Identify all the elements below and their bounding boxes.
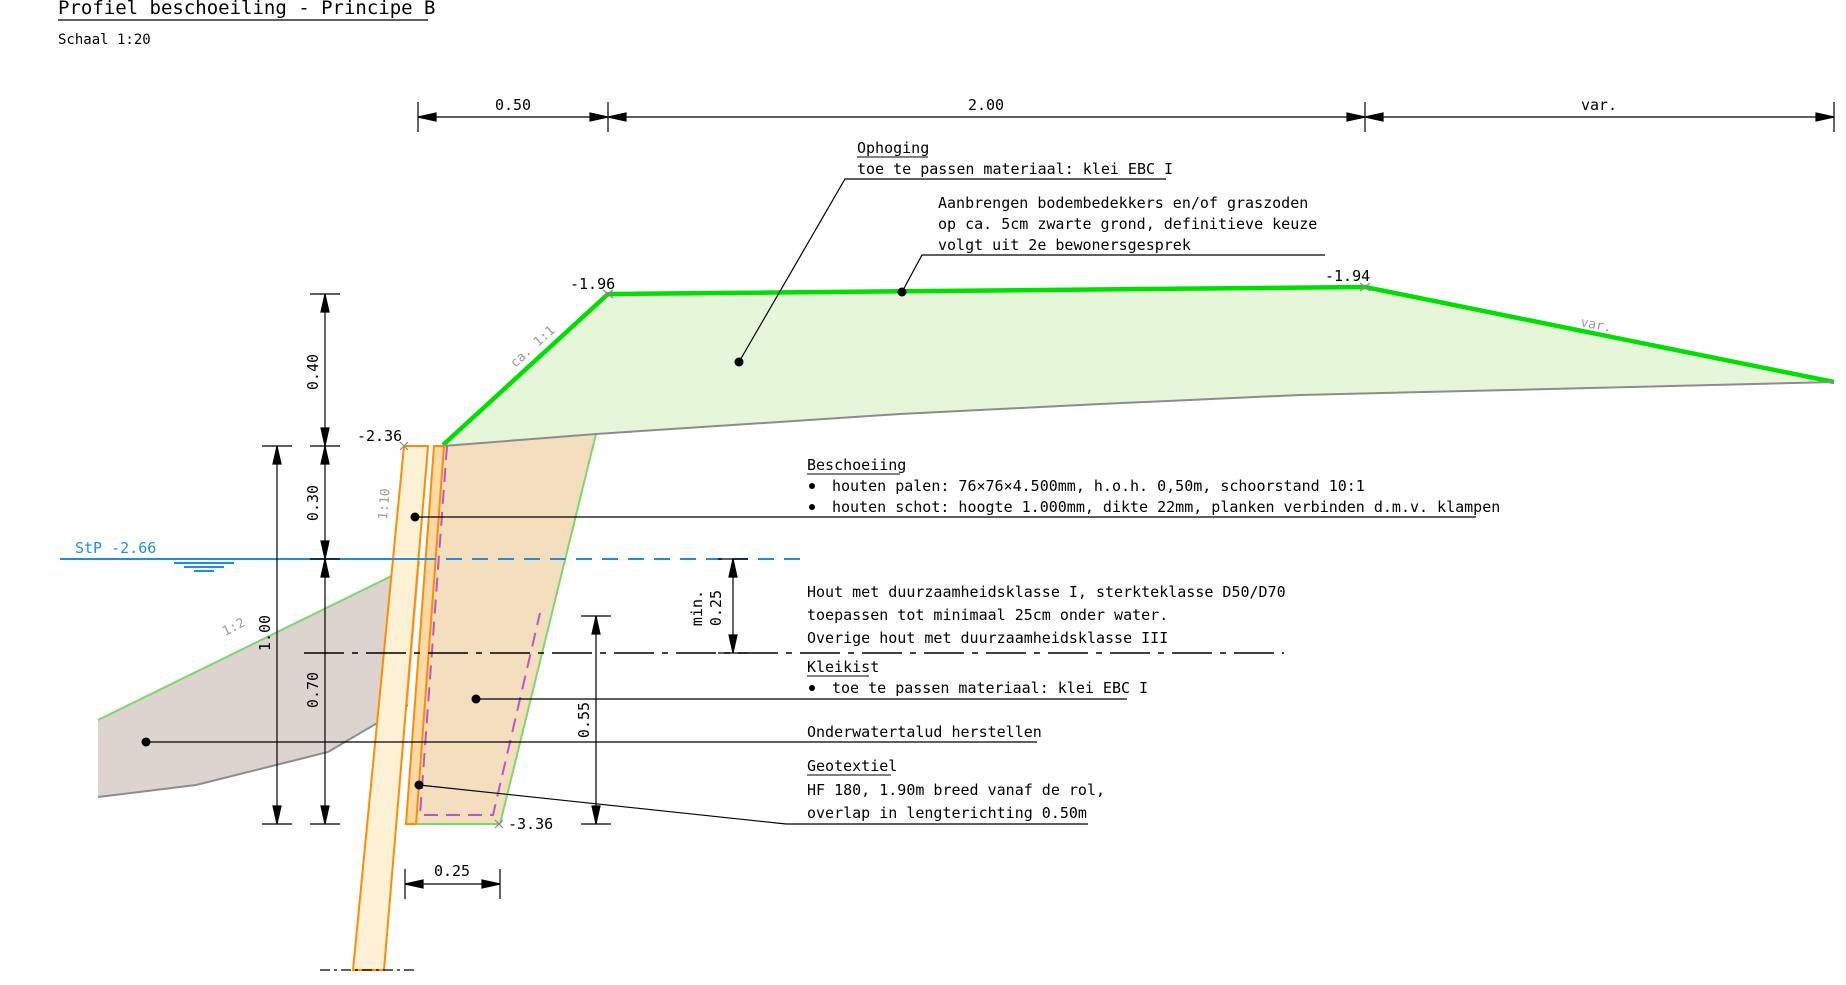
- slope-pile: 1:10: [376, 488, 394, 521]
- geotextile-line: [418, 445, 541, 816]
- dim-0-40: 0.40: [304, 354, 322, 390]
- top-dimension-line: [417, 102, 1835, 132]
- kleikist-text: toe te passen materiaal: klei EBC I: [832, 679, 1148, 697]
- kleikist-area: [405, 434, 596, 824]
- vertical-dimension-left: [310, 293, 340, 825]
- beschoeiing-line-1: houten palen: 76×76×4.500mm, h.o.h. 0,50…: [832, 477, 1365, 495]
- kleikist-right-edge: [499, 433, 597, 825]
- dim-bottom-0-25: 0.25: [434, 862, 470, 880]
- dim-1-00: 1.00: [256, 615, 274, 651]
- ophoging-area: [443, 287, 1834, 446]
- beschoeiing-title: Beschoeiing: [807, 456, 906, 474]
- water-level-label: StP -2.66: [75, 539, 156, 557]
- original-ground-line: [442, 381, 1835, 447]
- level-bottom: -3.36: [508, 815, 553, 833]
- onderwater-text: Onderwatertalud herstellen: [807, 723, 1042, 741]
- wooden-screen: [404, 445, 446, 825]
- dim-0-70: 0.70: [304, 672, 322, 708]
- dim-2-00-top: 2.00: [968, 96, 1004, 114]
- slope-right: var.: [1579, 315, 1613, 336]
- dim-0-55: 0.55: [575, 702, 593, 738]
- dim-min-0-25: 0.25: [707, 590, 725, 626]
- scale-label: Schaal 1:20: [58, 32, 151, 48]
- ophoging-title: Ophoging: [857, 139, 929, 157]
- kleikist-title: Kleikist: [807, 658, 879, 676]
- drawing-title: Profiel beschoeiling - Principe B: [58, 0, 436, 19]
- bullet: [809, 483, 815, 489]
- underwater-ground-line: [97, 704, 409, 798]
- leader-dots: [141, 287, 907, 790]
- slope-lower: 1:2: [220, 616, 248, 640]
- bodem-line-1: Aanbrengen bodembedekkers en/of graszode…: [938, 194, 1308, 212]
- geotextiel-title: Geotextiel: [807, 757, 897, 775]
- dimension-min-0-25: [718, 558, 748, 654]
- level-markers: [399, 282, 1371, 829]
- dim-min-label: min.: [688, 590, 706, 626]
- top-surface-line: [441, 284, 1835, 447]
- lower-slope-line: [97, 561, 421, 721]
- underwater-slope-area: [98, 562, 420, 797]
- leader-lines: [146, 178, 1476, 825]
- hout-line-3: Overige hout met duurzaamheidsklasse III: [807, 629, 1168, 647]
- bullet: [809, 504, 815, 510]
- geotextiel-line-2: overlap in lengterichting 0.50m: [807, 804, 1087, 822]
- vertical-dimension-1-00: [262, 445, 292, 825]
- level-top-left: -1.96: [570, 275, 615, 293]
- bullet: [809, 685, 815, 691]
- beschoeiing-line-2: houten schot: hoogte 1.000mm, dikte 22mm…: [832, 498, 1500, 516]
- bodem-line-3: volgt uit 2e bewonersgesprek: [938, 236, 1191, 254]
- dimension-bottom-0-25: [404, 869, 501, 899]
- ophoging-text: toe te passen materiaal: klei EBC I: [857, 160, 1173, 178]
- dim-0-30: 0.30: [304, 485, 322, 521]
- level-pile-top: -2.36: [357, 427, 402, 445]
- level-top-right: -1.94: [1325, 267, 1370, 285]
- hout-line-2: toepassen tot minimaal 25cm onder water.: [807, 606, 1168, 624]
- dimension-0-55: [581, 615, 611, 825]
- dim-0-50-top: 0.50: [495, 96, 531, 114]
- water-symbol: [174, 562, 234, 572]
- hout-line-1: Hout met duurzaamheidsklasse I, sterktek…: [807, 583, 1286, 601]
- geotextiel-line-1: HF 180, 1.90m breed vanaf de rol,: [807, 781, 1105, 799]
- dim-var-top: var.: [1581, 96, 1617, 114]
- bodem-line-2: op ca. 5cm zwarte grond, definitieve keu…: [938, 215, 1317, 233]
